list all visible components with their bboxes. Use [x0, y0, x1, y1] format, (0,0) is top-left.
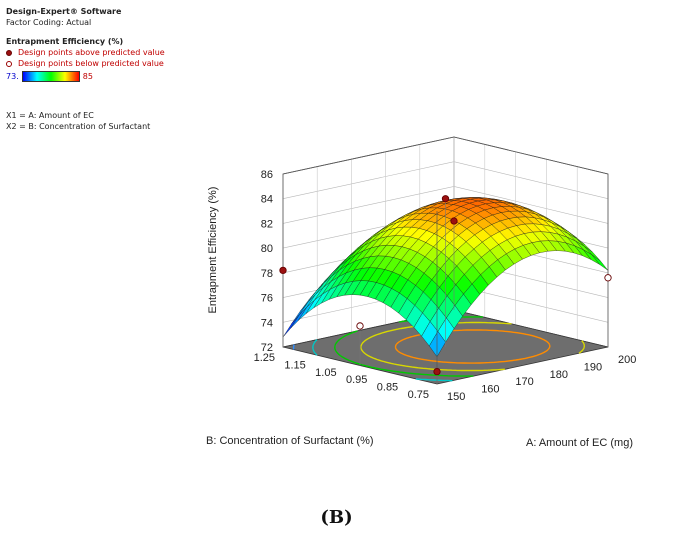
surface-cell	[429, 331, 446, 358]
factor-coding-label: Factor Coding: Actual	[6, 18, 92, 27]
z-tick-label: 84	[261, 194, 273, 206]
factor-x1: X1 = A: Amount of EC	[6, 111, 94, 120]
y-axis-title: B: Concentration of Surfactant (%)	[206, 435, 374, 447]
color-scale: 73. 85	[6, 71, 196, 82]
legend-below-label: Design points below predicted value	[18, 59, 164, 68]
design-point-above	[433, 367, 441, 376]
x-tick-label: 170	[515, 376, 533, 388]
z-tick-label: 82	[261, 218, 273, 230]
color-scale-max: 85	[82, 72, 93, 81]
response-title: Entrapment Efficiency (%)	[6, 37, 124, 46]
z-tick-label: 76	[261, 293, 273, 305]
x-tick-label: 190	[584, 361, 602, 373]
above-point-icon	[6, 49, 12, 56]
design-point-below	[604, 274, 612, 282]
x-tick-label: 160	[481, 384, 499, 396]
design-point-above	[279, 266, 287, 275]
x-tick-label: 150	[447, 391, 465, 403]
design-point-above	[450, 217, 458, 225]
z-axis-title: Entrapment Efficiency (%)	[207, 187, 219, 314]
z-tick-label: 74	[261, 317, 273, 329]
legend-above: Design points above predicted value	[6, 47, 196, 58]
legend-below: Design points below predicted value	[6, 58, 196, 69]
y-tick-label: 1.25	[254, 352, 275, 364]
floor-contour-82	[394, 329, 551, 364]
x-axis-title: A: Amount of EC (mg)	[526, 437, 633, 449]
z-tick-label: 80	[261, 243, 273, 255]
z-tick-label: 86	[261, 169, 273, 181]
y-tick-label: 1.15	[284, 359, 305, 371]
software-label: Design-Expert® Software	[6, 7, 122, 16]
y-tick-label: 0.85	[377, 382, 398, 394]
color-scale-min: 73.	[6, 72, 19, 81]
z-tick-label: 72	[261, 342, 273, 354]
z-tick-label: 78	[261, 268, 273, 280]
y-tick-label: 0.95	[346, 374, 367, 386]
y-tick-label: 1.05	[315, 367, 336, 379]
box-top-edge	[282, 136, 609, 175]
color-scale-bar	[21, 71, 80, 82]
x-tick-label: 180	[550, 369, 568, 381]
below-point-icon	[6, 60, 12, 67]
legend-above-label: Design points above predicted value	[18, 48, 165, 57]
design-point-below	[356, 322, 364, 330]
x-tick-label: 200	[618, 354, 636, 366]
legend-panel: Design-Expert® Software Factor Coding: A…	[6, 6, 196, 132]
factor-x2: X2 = B: Concentration of Surfactant	[6, 122, 151, 131]
y-tick-label: 0.75	[408, 389, 429, 401]
design-point-above	[441, 195, 450, 203]
floor-contour-74	[292, 344, 295, 350]
figure-caption: (B)	[320, 507, 353, 528]
